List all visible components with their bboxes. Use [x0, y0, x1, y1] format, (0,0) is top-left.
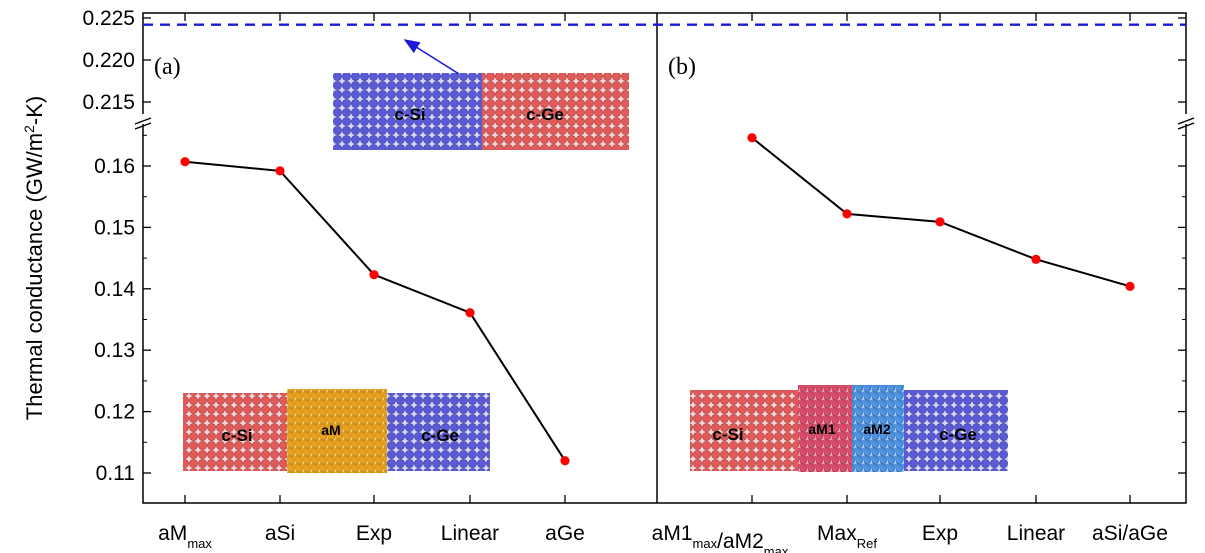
- data-point: [560, 456, 570, 466]
- inset-a-left-label: c-Si: [221, 426, 252, 445]
- inset-reference-interface: c-Si c-Ge: [333, 39, 629, 150]
- series-line: [751, 136, 1131, 288]
- am1-block: [798, 385, 852, 472]
- y-tick-label: 0.16: [94, 155, 135, 178]
- data-point: [842, 209, 852, 219]
- c-ge-block: [387, 393, 490, 471]
- y-axis-label: Thermal conductance (GW/m2-K): [21, 96, 47, 420]
- inset-b-mid1-label: aM1: [808, 421, 835, 437]
- c-si-block: [333, 73, 482, 150]
- x-tick-label: aM1max/aM2max: [652, 522, 789, 553]
- c-si-block: [690, 390, 798, 471]
- x-tick-label: Linear: [441, 522, 499, 545]
- y-tick-label: 0.225: [82, 7, 135, 30]
- inset-amorphous-interlayer: c-Si aM c-Ge: [183, 389, 490, 473]
- y-tick-label: 0.14: [94, 278, 135, 301]
- x-tick-label: MaxRef: [817, 522, 877, 551]
- y-tick-label: 0.220: [82, 49, 135, 72]
- x-tick-label: Linear: [1007, 522, 1065, 545]
- x-tick-label: aSi: [265, 522, 295, 545]
- c-ge-block: [904, 390, 1008, 471]
- y-tick-label: 0.15: [94, 216, 135, 239]
- inset-top-right-label: c-Ge: [526, 105, 564, 124]
- inset-b-left-label: c-Si: [712, 425, 743, 444]
- panel-label-a: (a): [154, 54, 181, 80]
- reference-arrow: [403, 39, 460, 75]
- c-ge-block: [482, 73, 629, 150]
- data-point: [1031, 254, 1041, 264]
- x-tick-label: aGe: [545, 522, 585, 545]
- data-point: [275, 166, 285, 176]
- data-point: [369, 270, 379, 280]
- axis-break-marks: [134, 114, 1195, 130]
- data-point: [1125, 281, 1135, 291]
- panel-label-b: (b): [668, 54, 696, 80]
- inset-b-mid2-label: aM2: [863, 421, 890, 437]
- inset-a-right-label: c-Ge: [421, 426, 459, 445]
- inset-b-right-label: c-Ge: [939, 425, 977, 444]
- data-point: [935, 217, 945, 227]
- y-tick-label: 0.12: [94, 401, 135, 424]
- x-tick-label: Exp: [356, 522, 392, 545]
- data-point: [747, 133, 757, 143]
- y-tick-label: 0.11: [96, 462, 135, 485]
- inset-top-left-label: c-Si: [394, 105, 425, 124]
- data-point: [180, 157, 190, 167]
- x-tick-label: aSi/aGe: [1092, 522, 1168, 545]
- c-si-block: [183, 393, 287, 471]
- y-tick-label: 0.13: [94, 339, 135, 362]
- am2-block: [852, 385, 904, 472]
- x-tick-label: aMmax: [158, 522, 212, 551]
- data-point: [465, 308, 475, 318]
- inset-a-mid-label: aM: [321, 422, 340, 438]
- inset-double-interlayer: c-Si aM1 aM2 c-Ge: [690, 385, 1008, 472]
- y-tick-label: 0.215: [82, 91, 135, 114]
- am-block: [287, 389, 387, 473]
- x-tick-label: Exp: [922, 522, 958, 545]
- chart-marks: 0.11 0.12 0.13 0.14 0.15 0.16 0.215 0.220 0.225 a…: [82, 7, 1186, 553]
